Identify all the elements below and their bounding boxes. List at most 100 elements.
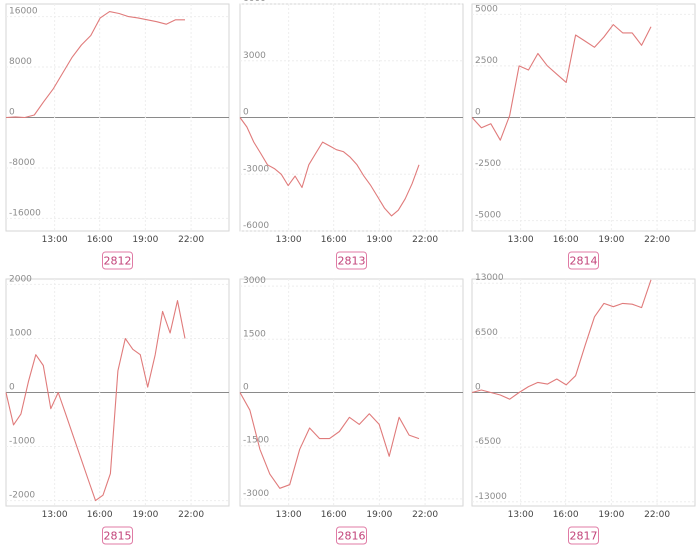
data-point [328,145,330,147]
data-point [631,32,633,34]
data-point [146,19,148,21]
data-point [471,116,473,118]
data-point [87,478,89,480]
chart-label-badge [568,251,599,270]
data-point [603,302,605,304]
data-point [335,148,337,150]
data-point [266,164,268,166]
y-tick-label: 0 [9,108,15,118]
data-point [418,437,420,439]
data-point [253,141,255,143]
data-point [650,26,652,28]
x-tick-label: 22:00 [178,510,204,520]
data-point [156,20,158,22]
data-point [64,413,66,415]
x-tick-label: 22:00 [412,510,438,520]
data-point [24,116,26,118]
data-point [556,73,558,75]
data-point [584,344,586,346]
data-point [269,473,271,475]
data-point [102,494,104,496]
data-point [94,499,96,501]
x-tick-label: 13:00 [42,510,68,520]
data-point [287,184,289,186]
x-tick-label: 16:00 [553,235,579,245]
data-point [147,386,149,388]
data-point [640,306,642,308]
y-tick-label: -6500 [475,437,501,447]
chart-label-text: 2816 [338,530,366,543]
data-point [518,65,520,67]
data-point [315,152,317,154]
data-point [490,391,492,393]
data-point [139,353,141,355]
y-tick-label: 0 [475,108,481,118]
data-point [35,353,37,355]
data-point [556,378,558,380]
x-tick-label: 22:00 [644,235,670,245]
y-tick-label: 5000 [475,4,498,14]
data-point [118,12,120,14]
y-tick-label: 0 [243,383,249,393]
x-tick-label: 13:00 [508,235,534,245]
x-tick-label: 16:00 [87,235,113,245]
chart-label-badge [336,251,367,270]
data-point [376,196,378,198]
y-tick-label: -3000 [243,489,269,499]
y-tick-label: 8000 [9,57,32,67]
series-line [471,279,652,400]
x-tick-label: 22:00 [644,510,670,520]
data-point [184,337,186,339]
x-tick-label: 19:00 [366,510,392,520]
data-point [408,434,410,436]
data-point [246,126,248,128]
data-point [273,167,275,169]
x-tick-label: 16:00 [553,510,579,520]
data-point [368,413,370,415]
data-point [622,32,624,34]
data-point [388,455,390,457]
data-point [508,114,510,116]
chart-panel-2813: 6000 3000 0 -3000 -6000 13:00 16:00 19:00 22:00 2… [239,0,464,270]
data-point [342,150,344,152]
data-point [565,81,567,83]
data-point [397,209,399,211]
data-point [108,10,110,12]
x-tick-label: 19:00 [132,510,158,520]
data-point [20,413,22,415]
series-line [471,24,652,141]
y-tick-label: 16000 [9,7,38,17]
data-point [480,127,482,129]
x-tick-label: 22:00 [412,235,438,245]
data-point [50,408,52,410]
series-line [239,117,420,217]
data-point [57,391,59,393]
y-tick-label: -13000 [475,492,507,502]
data-point [61,72,63,74]
data-point [127,15,129,17]
data-point [184,19,186,21]
data-point [239,116,241,118]
data-point [490,122,492,124]
chart-label-badge [102,526,133,545]
chart-label-text: 2814 [570,255,598,268]
data-point [574,374,576,376]
data-point [546,65,548,67]
data-point [363,175,365,177]
data-point [404,198,406,200]
chart-panel-2815: 2000 1000 0 -1000 -2000 13:00 16:00 19:00 22:00 2… [5,274,230,545]
y-tick-label: 2500 [475,56,498,66]
data-point [411,183,413,185]
data-point [338,430,340,432]
data-point [154,353,156,355]
data-point [176,299,178,301]
x-tick-label: 19:00 [132,235,158,245]
data-point [650,279,652,281]
chart-label-badge [336,526,367,545]
data-point [99,17,101,19]
x-tick-label: 16:00 [321,510,347,520]
data-point [289,484,291,486]
y-tick-label: -8000 [9,158,35,168]
series-line [239,392,420,489]
data-point [52,88,54,90]
